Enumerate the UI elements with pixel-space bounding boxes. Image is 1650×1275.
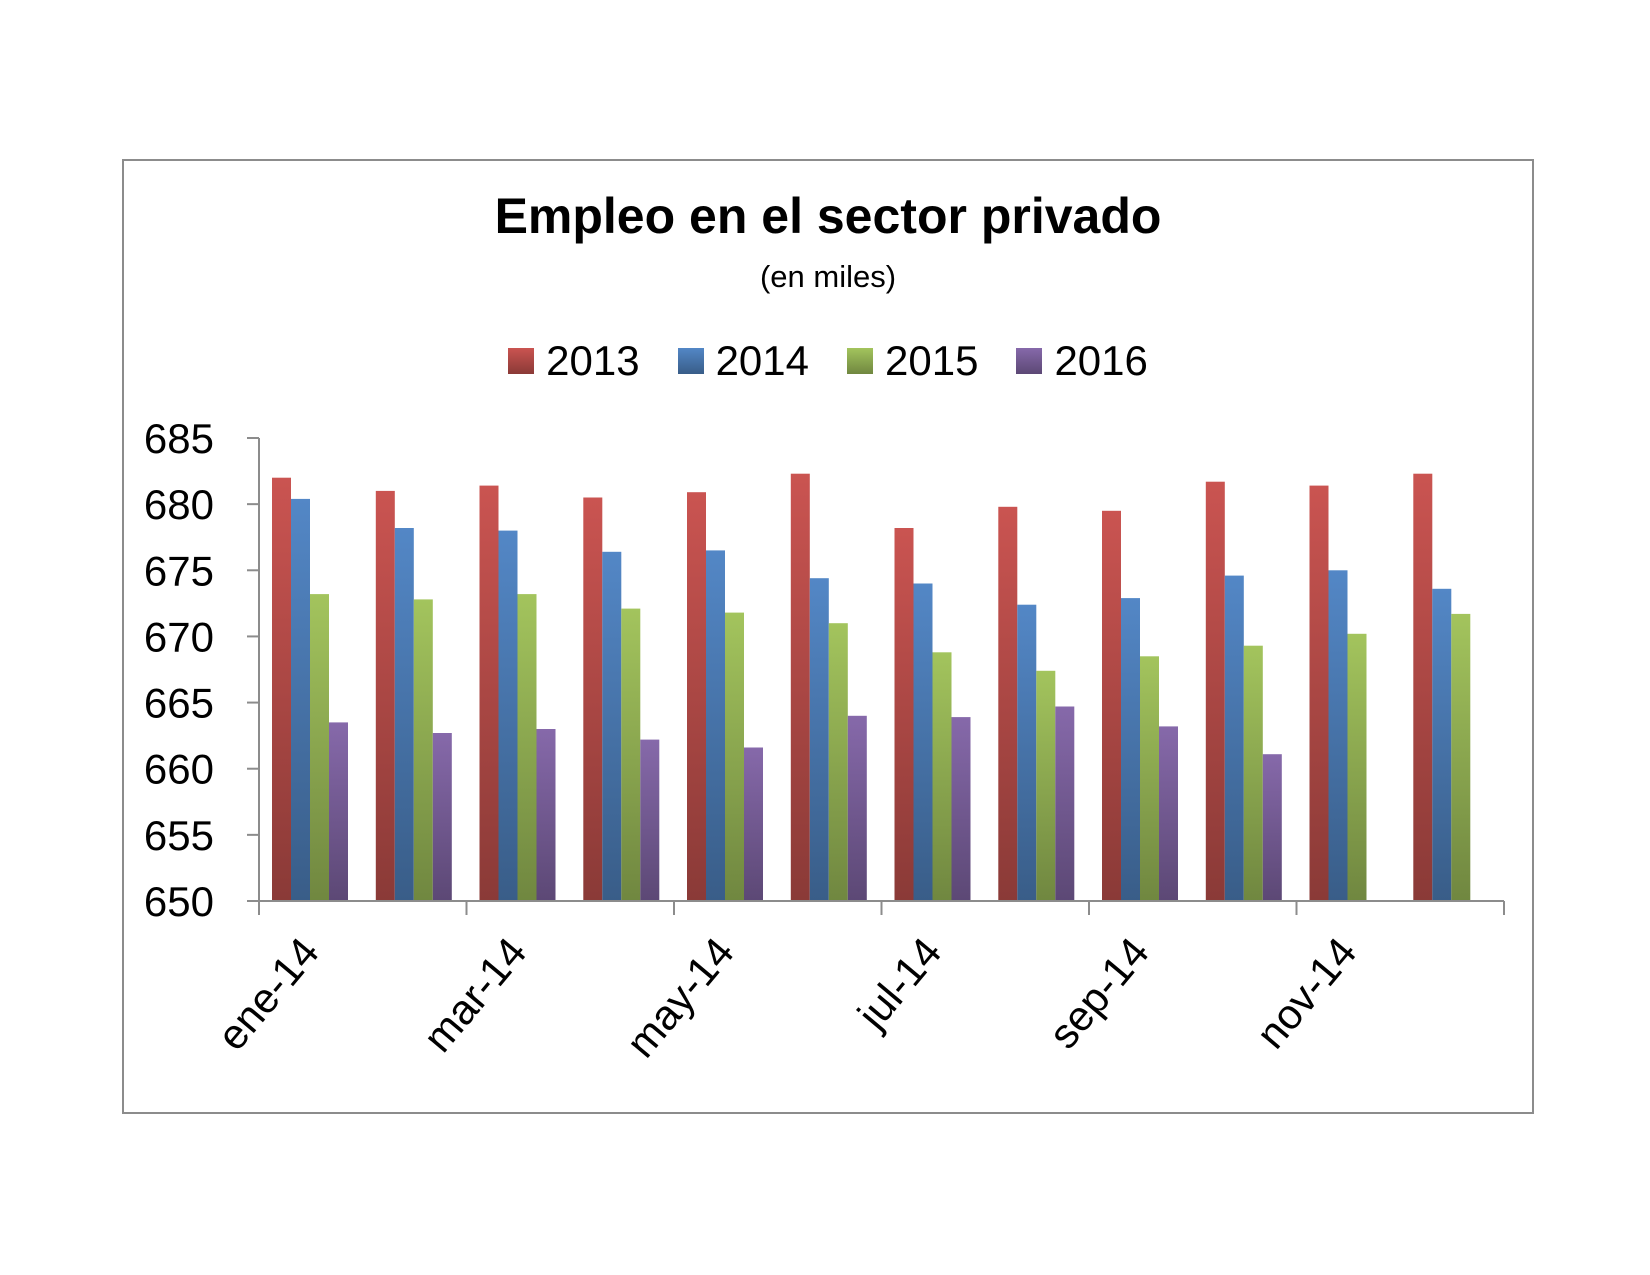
- y-tick-label: 680: [144, 481, 214, 528]
- y-tick-label: 670: [144, 613, 214, 660]
- bar-2013-sep-14: [1102, 510, 1121, 901]
- x-tick-label: may-14: [617, 929, 743, 1067]
- bar-2013-abr-14: [583, 497, 603, 901]
- bar-2015-jun-14: [828, 623, 848, 901]
- legend: 2013 2014 2015 2016: [124, 337, 1532, 385]
- bar-2014-nov-14: [1328, 570, 1348, 901]
- bar-2015-ene-14: [310, 594, 329, 901]
- bar-2013-may-14: [687, 492, 706, 901]
- bar-2014-oct-14: [1224, 575, 1244, 901]
- bar-2013-feb-14: [375, 490, 395, 901]
- legend-swatch-2014: [677, 348, 704, 374]
- bar-2014-ago-14: [1017, 604, 1037, 901]
- bar-2014-feb-14: [394, 528, 414, 901]
- legend-swatch-2015: [847, 348, 873, 374]
- legend-item-2013: 2013: [508, 337, 640, 385]
- legend-label-2016: 2016: [1054, 337, 1148, 384]
- bar-2016-abr-14: [640, 739, 660, 901]
- bar-2013-dic-14: [1413, 473, 1433, 901]
- legend-item-2016: 2016: [1016, 337, 1148, 385]
- bar-2014-sep-14: [1121, 598, 1140, 901]
- legend-item-2014: 2014: [677, 337, 809, 385]
- bar-2015-nov-14: [1347, 633, 1367, 901]
- bar-2015-may-14: [725, 612, 744, 901]
- bar-2016-jun-14: [847, 715, 867, 901]
- legend-swatch-2013: [508, 348, 535, 374]
- y-tick-label: 675: [144, 547, 214, 594]
- bar-2016-may-14: [744, 747, 763, 901]
- x-tick-label: mar-14: [414, 929, 536, 1061]
- bar-2015-dic-14: [1451, 613, 1471, 901]
- y-tick-label: 665: [144, 680, 214, 727]
- bar-2015-sep-14: [1140, 656, 1159, 901]
- bar-2015-jul-14: [932, 652, 952, 901]
- bar-2013-jul-14: [894, 528, 914, 901]
- bar-2016-mar-14: [536, 729, 556, 901]
- bar-2014-may-14: [706, 550, 725, 901]
- bar-2013-mar-14: [479, 485, 499, 901]
- bar-2015-feb-14: [413, 599, 433, 901]
- bar-2014-abr-14: [602, 551, 622, 901]
- y-tick-label: 650: [144, 878, 214, 925]
- x-tick-label: sep-14: [1039, 929, 1158, 1058]
- bar-2015-oct-14: [1243, 645, 1263, 901]
- bar-2014-mar-14: [498, 530, 518, 901]
- legend-label-2013: 2013: [546, 337, 640, 384]
- x-tick-label: ene-14: [208, 929, 328, 1059]
- bar-2013-oct-14: [1205, 481, 1225, 901]
- bar-2015-abr-14: [621, 608, 641, 901]
- x-tick-label: jul-14: [847, 929, 950, 1039]
- bar-2016-jul-14: [951, 717, 971, 901]
- y-tick-label: 660: [144, 746, 214, 793]
- bar-2014-dic-14: [1432, 588, 1452, 901]
- bar-2016-ene-14: [329, 722, 348, 901]
- bar-2016-ago-14: [1055, 706, 1075, 901]
- y-tick-label: 655: [144, 812, 214, 859]
- bar-2015-ago-14: [1036, 670, 1056, 901]
- y-tick-label: 685: [144, 415, 214, 462]
- bar-2016-sep-14: [1159, 726, 1178, 901]
- bar-2014-ene-14: [291, 498, 310, 901]
- legend-swatch-2016: [1016, 348, 1043, 374]
- bar-2013-ene-14: [272, 477, 291, 901]
- bar-2015-mar-14: [517, 594, 537, 901]
- bar-2016-oct-14: [1262, 754, 1282, 901]
- legend-label-2015: 2015: [885, 337, 979, 384]
- chart-title: Empleo en el sector privado: [494, 188, 1162, 244]
- bar-2013-nov-14: [1309, 485, 1329, 901]
- bar-2016-feb-14: [432, 733, 452, 901]
- legend-label-2014: 2014: [715, 337, 809, 384]
- bars-group: [272, 473, 1471, 901]
- legend-item-2015: 2015: [847, 337, 978, 385]
- bar-2013-ago-14: [998, 506, 1018, 901]
- x-tick-label: nov-14: [1247, 929, 1366, 1058]
- bar-2014-jun-14: [809, 578, 829, 901]
- bar-2013-jun-14: [790, 473, 810, 901]
- chart-subtitle: (en miles): [759, 259, 897, 294]
- bar-2014-jul-14: [913, 583, 933, 901]
